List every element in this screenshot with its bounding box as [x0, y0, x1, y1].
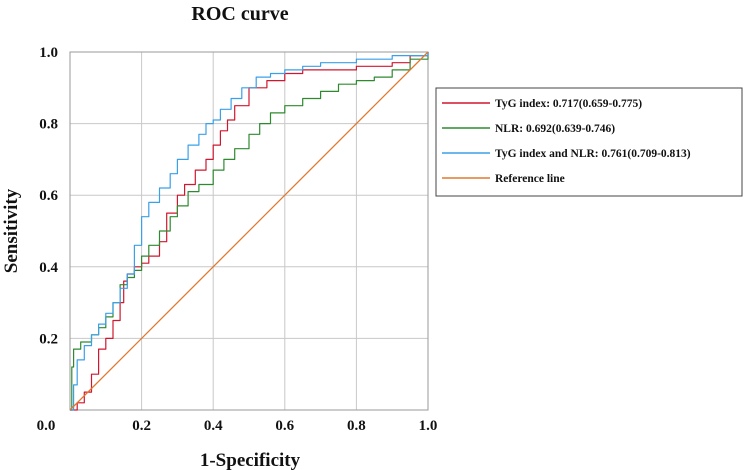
x-tick-labels: 0.2 0.4 0.6 0.8 1.0 [132, 418, 437, 434]
legend-label-3: Reference line [495, 173, 565, 185]
series-line-0 [70, 52, 429, 411]
legend-label-0: TyG index: 0.717(0.659-0.775) [495, 98, 642, 110]
x-tick-label: 1.0 [419, 418, 438, 434]
x-axis-label: 1-Specificity [200, 450, 301, 470]
x-tick-label: 0.2 [132, 418, 151, 434]
legend-items: TyG index: 0.717(0.659-0.775) NLR: 0.692(… [442, 98, 691, 185]
legend-label-1: NLR: 0.692(0.639-0.746) [495, 123, 615, 135]
y-tick-label: 1.0 [39, 45, 58, 61]
x-tick-label: 0.4 [204, 418, 223, 434]
legend: TyG index: 0.717(0.659-0.775) NLR: 0.692(… [435, 87, 743, 197]
series-line-1 [70, 52, 429, 411]
origin-tick-label: 0.0 [37, 418, 56, 434]
y-tick-label: 0.2 [39, 331, 58, 347]
chart-title: ROC curve [191, 3, 288, 25]
x-tick-label: 0.6 [275, 418, 294, 434]
y-tick-label: 0.8 [39, 117, 58, 133]
series-group [69, 51, 429, 411]
series-line-3 [69, 51, 429, 411]
y-tick-label: 0.4 [39, 260, 58, 276]
legend-box [435, 87, 743, 197]
y-tick-labels: 0.2 0.4 0.6 0.8 1.0 [39, 45, 58, 347]
plot-frame [69, 51, 429, 411]
x-tick-label: 0.8 [347, 418, 366, 434]
legend-label-2: TyG index and NLR: 0.761(0.709-0.813) [495, 148, 691, 160]
y-tick-label: 0.6 [39, 188, 58, 204]
y-axis-label: Sensitivity [1, 188, 22, 273]
series-line-2 [70, 52, 429, 411]
